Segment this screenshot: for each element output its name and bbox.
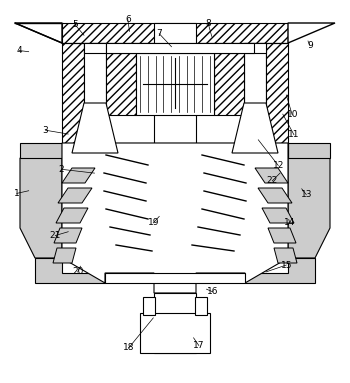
Polygon shape (255, 168, 288, 183)
Polygon shape (72, 103, 118, 153)
Bar (136, 53, 214, 115)
Text: 12: 12 (273, 161, 284, 170)
Polygon shape (262, 208, 294, 223)
Text: 3: 3 (43, 126, 48, 135)
Polygon shape (15, 23, 62, 43)
Bar (244, 43, 266, 53)
Polygon shape (274, 248, 297, 263)
Bar (195, 297, 207, 315)
Text: 16: 16 (207, 287, 218, 296)
Polygon shape (288, 23, 335, 43)
Text: 17: 17 (193, 341, 204, 350)
Polygon shape (245, 258, 315, 283)
Bar (84, 43, 106, 153)
Text: 4: 4 (16, 46, 22, 55)
Polygon shape (53, 248, 76, 263)
Bar (62, 43, 84, 153)
Text: 13: 13 (301, 190, 312, 199)
Text: 20: 20 (72, 267, 83, 277)
Text: 11: 11 (288, 130, 300, 139)
Bar (154, 293, 196, 353)
Polygon shape (258, 188, 292, 203)
Bar (244, 43, 266, 153)
Text: 10: 10 (287, 110, 298, 119)
Polygon shape (56, 208, 88, 223)
Text: 5: 5 (72, 20, 78, 29)
Bar (214, 53, 244, 115)
Bar (266, 43, 288, 153)
Text: 18: 18 (123, 343, 134, 352)
Bar (154, 23, 196, 188)
Polygon shape (62, 168, 95, 183)
Polygon shape (58, 188, 92, 203)
Text: 2: 2 (58, 165, 64, 174)
Polygon shape (232, 103, 278, 153)
Bar (288, 143, 330, 158)
Bar (140, 313, 210, 353)
Polygon shape (268, 228, 296, 243)
Text: 21: 21 (50, 231, 61, 240)
Text: 15: 15 (281, 260, 292, 270)
Text: 9: 9 (307, 41, 313, 50)
Text: 19: 19 (148, 218, 159, 228)
Bar (84, 43, 106, 53)
Bar (106, 53, 136, 115)
Polygon shape (62, 143, 288, 293)
Text: 22: 22 (267, 176, 278, 185)
Polygon shape (20, 158, 62, 258)
Bar (106, 43, 254, 53)
Bar (105, 273, 245, 283)
Bar (143, 297, 155, 315)
Text: 14: 14 (284, 218, 295, 228)
Text: 6: 6 (125, 15, 131, 24)
Polygon shape (288, 158, 330, 258)
Polygon shape (35, 258, 105, 283)
Text: 7: 7 (156, 29, 162, 38)
Bar (62, 23, 288, 43)
Bar (62, 143, 288, 158)
Text: 1: 1 (14, 189, 20, 198)
Bar (20, 143, 62, 158)
Polygon shape (54, 228, 82, 243)
Text: 8: 8 (205, 19, 211, 28)
